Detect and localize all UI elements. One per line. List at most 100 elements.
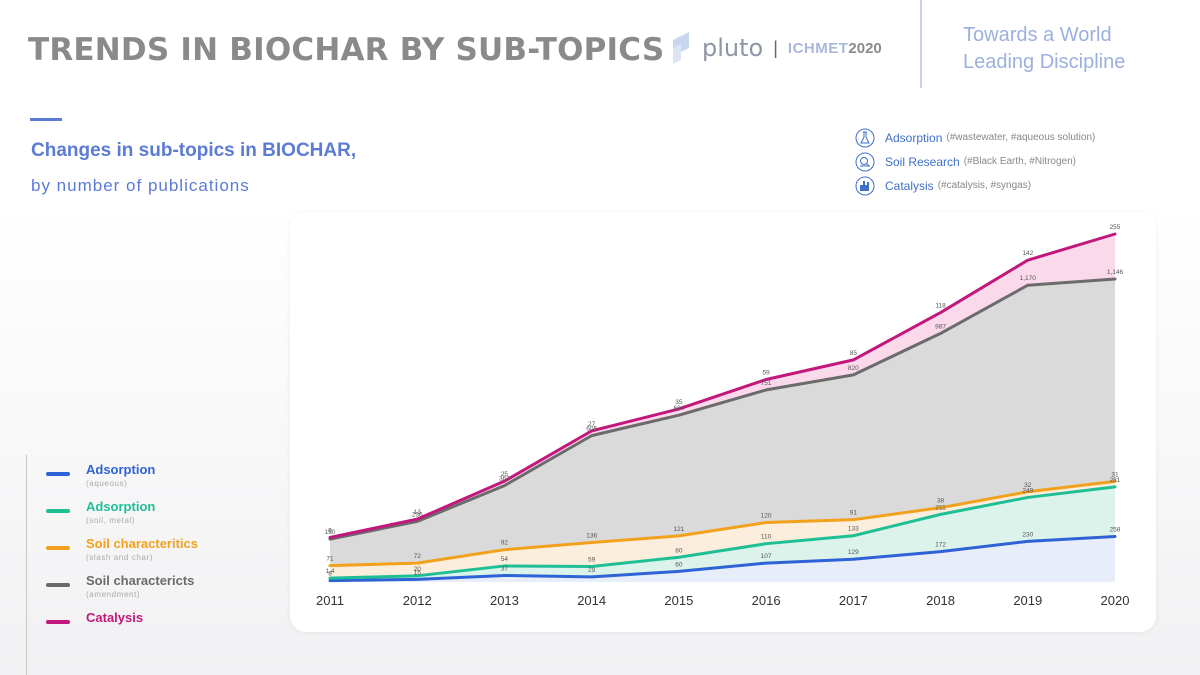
x-tick-label: 2011 — [316, 593, 344, 608]
data-label: 31 — [1111, 471, 1119, 478]
x-tick-label: 2016 — [752, 593, 781, 608]
data-label: 91 — [850, 510, 858, 517]
topic-name: Adsorption — [885, 130, 943, 145]
x-tick-label: 2015 — [664, 593, 693, 608]
data-label: 9 — [328, 528, 332, 535]
line-soil-charactericts-amendment- — [328, 277, 1117, 541]
data-label: 59 — [588, 556, 596, 563]
x-tick-label: 2012 — [403, 593, 432, 608]
data-label: 1.4 — [325, 568, 334, 575]
legend-label: Soil charactericts — [86, 573, 195, 588]
x-tick-label: 2013 — [490, 593, 519, 608]
line-catalysis — [328, 232, 1117, 540]
data-label: 92 — [501, 540, 509, 547]
page-title: TRENDS IN BIOCHAR BY SUB-TOPICS — [28, 32, 665, 68]
data-label: 172 — [935, 542, 946, 549]
area-catalysis — [330, 234, 1115, 540]
area-soil-charactericts-amendment- — [330, 279, 1115, 566]
legend-desc: (amendment) — [86, 590, 141, 599]
data-label: 118 — [935, 303, 946, 310]
line-soil-characteritics-slash-and-char- — [328, 479, 1117, 568]
header-divider — [920, 0, 922, 88]
data-label: 258 — [1110, 526, 1121, 533]
accent-dash — [30, 118, 62, 121]
x-tick-label: 2018 — [926, 593, 955, 608]
data-label: 684 — [673, 405, 684, 412]
data-label: 29 — [588, 567, 596, 574]
data-label: 281 — [1110, 477, 1121, 484]
data-label: 249 — [1022, 487, 1033, 494]
data-label: 133 — [848, 526, 859, 533]
data-label: 72 — [414, 553, 422, 560]
data-label: 987 — [935, 323, 946, 330]
data-label: 110 — [761, 534, 772, 541]
data-label: 32 — [1024, 482, 1032, 489]
legend-label: Adsorption — [86, 499, 156, 514]
brand-name: pluto — [702, 34, 764, 62]
data-label: 20 — [414, 566, 422, 573]
legend-desc: (slash and char) — [86, 553, 153, 562]
data-label: 35 — [675, 399, 683, 406]
data-label: 85 — [850, 350, 858, 357]
data-label: 142 — [1022, 250, 1033, 257]
legend-desc: (soil, metal) — [86, 516, 136, 525]
legend-swatch — [46, 583, 70, 587]
data-label: 38 — [937, 498, 945, 505]
legend-swatch — [46, 509, 70, 513]
subtitle-line-1: Changes in sub-topics in BIOCHAR, — [31, 140, 357, 161]
data-label: 8 — [328, 571, 332, 578]
topic-item: Soil Research (#Black Earth, #Nitrogen) — [855, 150, 1095, 173]
topic-name: Soil Research — [885, 154, 960, 169]
topic-tags: (#Black Earth, #Nitrogen) — [963, 156, 1076, 167]
chart-card: 8 15 37 29 60 107 129 172 230 258 1.4 20 54 59 80 110 13… — [290, 212, 1156, 632]
data-label: 211 — [935, 504, 946, 511]
data-label: 80 — [675, 547, 683, 554]
legend-divider — [26, 455, 27, 675]
data-label: 71 — [326, 556, 334, 563]
legend-label: Adsorption — [86, 462, 156, 477]
brand-separator: | — [773, 37, 778, 58]
legend-swatch — [46, 620, 70, 624]
topic-item: Adsorption (#wastewater, #aqueous soluti… — [855, 126, 1095, 149]
data-label: 255 — [1110, 224, 1121, 231]
data-label: 13 — [414, 509, 422, 516]
area-adsorption-aqueous- — [330, 536, 1115, 582]
topic-tags: (#catalysis, #syngas) — [937, 180, 1032, 191]
data-label: 1,146 — [1107, 269, 1124, 276]
event-name: ICHMET — [787, 39, 849, 57]
data-label: 120 — [761, 512, 772, 519]
x-tick-label: 2014 — [577, 593, 606, 608]
data-label: 15 — [414, 569, 422, 576]
data-label: 59 — [762, 369, 770, 376]
factory-icon — [855, 176, 875, 195]
data-label: 27 — [588, 421, 596, 428]
brand-logo-group: pluto | ICHMET 2020 — [670, 30, 882, 66]
x-tick-label: 2019 — [1013, 593, 1042, 608]
data-label: 54 — [501, 556, 509, 563]
x-tick-label: 2020 — [1101, 593, 1130, 608]
slogan: Towards a World Leading Discipline — [963, 22, 1125, 76]
data-label: 129 — [848, 549, 859, 556]
beaker-icon — [855, 128, 875, 147]
line-adsorption-soil-metal- — [328, 485, 1117, 580]
pluto-logo-icon — [673, 32, 689, 64]
data-label: 1,170 — [1020, 275, 1037, 282]
event-year: 2020 — [848, 39, 882, 57]
data-label: 150 — [325, 529, 336, 536]
data-label: 751 — [761, 380, 772, 387]
slogan-line-2: Leading Discipline — [963, 51, 1126, 73]
stacked-area-chart: 8 15 37 29 60 107 129 172 230 258 1.4 20 54 59 80 110 13… — [316, 224, 1130, 608]
topic-name: Catalysis — [885, 178, 934, 193]
topic-item: Catalysis (#catalysis, #syngas) — [855, 174, 1095, 197]
data-label: 121 — [673, 526, 684, 533]
line-adsorption-aqueous- — [328, 534, 1117, 583]
data-label: 363 — [499, 476, 510, 483]
data-label: 136 — [586, 532, 597, 539]
slogan-line-1: Towards a World — [963, 24, 1112, 46]
area-adsorption-soil-metal- — [330, 486, 1115, 581]
data-label: 60 — [675, 561, 683, 568]
legend-desc: (aqueous) — [86, 479, 128, 488]
legend-swatch — [46, 546, 70, 550]
soil-search-icon — [855, 152, 875, 171]
data-label: 230 — [1022, 531, 1033, 538]
